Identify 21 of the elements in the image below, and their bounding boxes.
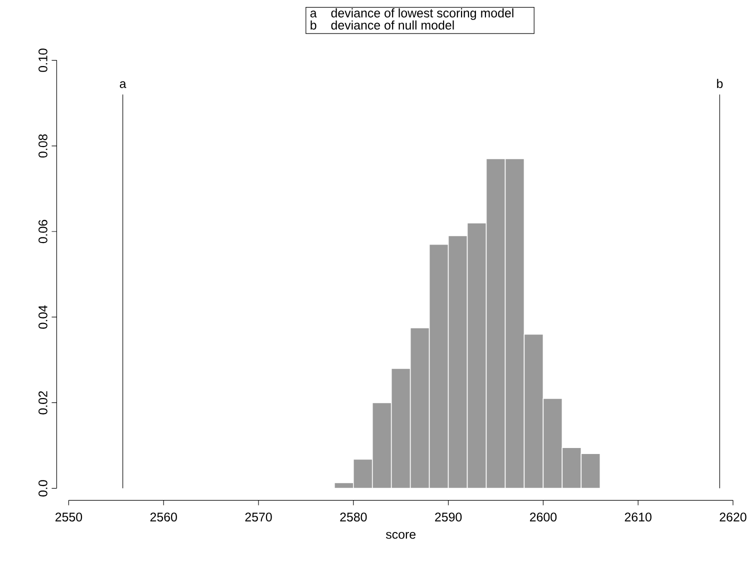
x-tick-label: 2580 bbox=[340, 512, 367, 522]
text: b bbox=[310, 20, 316, 30]
text: deviance of lowest scoring model bbox=[331, 8, 514, 20]
y-tick-label: 0.02 bbox=[38, 391, 48, 414]
x-tick-label: 2560 bbox=[150, 512, 177, 522]
x-tick-label: 2570 bbox=[245, 512, 272, 522]
y-tick-label: 0.10 bbox=[38, 48, 48, 72]
x-tick-label: 2590 bbox=[435, 512, 462, 522]
ref-line-label: b bbox=[717, 78, 723, 88]
x-tick-label: 2600 bbox=[530, 512, 557, 522]
x-tick-label: 2550 bbox=[55, 512, 82, 522]
y-tick-label: 0.0 bbox=[38, 480, 48, 496]
text: deviance of null model bbox=[331, 20, 454, 30]
x-tick-label: 2620 bbox=[720, 512, 746, 522]
ref-line-label: a bbox=[120, 81, 126, 88]
text: a bbox=[310, 10, 317, 18]
x-tick-label: 2610 bbox=[624, 512, 652, 522]
y-tick-label: 0.06 bbox=[38, 220, 48, 244]
y-tick-label: 0.08 bbox=[38, 134, 48, 158]
y-tick-label: 0.04 bbox=[38, 305, 48, 329]
x-axis-title: score bbox=[386, 532, 416, 539]
